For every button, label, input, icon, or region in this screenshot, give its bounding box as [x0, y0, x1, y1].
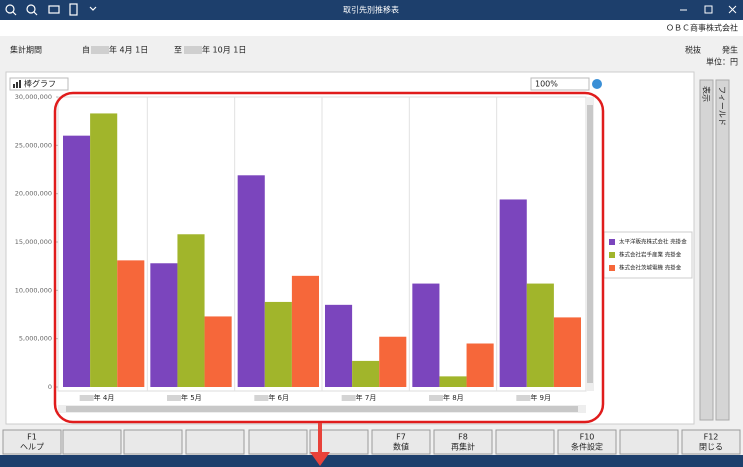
- blurred-year: [341, 395, 356, 401]
- y-tick-label: 20,000,000: [15, 190, 52, 198]
- window-title: 取引先別推移表: [343, 5, 399, 15]
- y-tick-label: 25,000,000: [15, 141, 52, 149]
- x-tick-label: 年 7月: [356, 393, 377, 402]
- blurred-year: [516, 395, 531, 401]
- chart-type-select[interactable]: [9, 77, 69, 91]
- period-label: 集計期間: [10, 45, 42, 55]
- x-tick-label: 年 8月: [443, 393, 464, 402]
- chart-type[interactable]: 棒グラフ: [24, 79, 56, 89]
- arrow-annotation: [310, 423, 330, 466]
- legend: [603, 231, 693, 279]
- fkey-label[interactable]: 閉じる: [699, 443, 723, 452]
- fkey-label[interactable]: 再集計: [451, 442, 475, 452]
- unit: 単位：円: [706, 57, 738, 67]
- bar: [291, 275, 319, 387]
- h-scroll-thumb[interactable]: [66, 406, 578, 412]
- fkey[interactable]: F1: [27, 433, 37, 442]
- fkey-button[interactable]: [2, 429, 62, 455]
- bar: [553, 317, 581, 387]
- x-tick-label: 年 6月: [268, 393, 289, 402]
- fkey-button[interactable]: [62, 429, 122, 455]
- side-tab[interactable]: [699, 79, 714, 421]
- legend-swatch: [609, 252, 615, 258]
- blurred-year: [167, 395, 181, 401]
- highlight-annotation: [53, 91, 605, 424]
- fkey-label[interactable]: ヘルプ: [20, 443, 44, 452]
- bar: [177, 234, 205, 387]
- side-tab-label[interactable]: 表示: [702, 86, 712, 102]
- bar: [204, 316, 232, 387]
- fkey[interactable]: F7: [396, 433, 406, 442]
- fkey[interactable]: F10: [580, 433, 595, 442]
- bar: [352, 360, 380, 387]
- company-name: ＯＢＣ商事株式会社: [666, 23, 738, 33]
- bar: [412, 283, 440, 387]
- period-to-prefix: 至: [174, 46, 182, 55]
- fkey-button[interactable]: [248, 429, 308, 455]
- basis: 発生: [722, 45, 738, 55]
- window-controls[interactable]: [680, 5, 737, 14]
- company-strip: [0, 20, 743, 36]
- x-tick-label: 年 5月: [181, 393, 202, 402]
- period-to: 年 10月 1日: [202, 45, 246, 55]
- fkey-button[interactable]: [433, 429, 493, 455]
- bar: [526, 283, 554, 387]
- blurred-year: [429, 395, 443, 401]
- side-tab[interactable]: [715, 79, 730, 421]
- zoom[interactable]: 100%: [535, 80, 558, 89]
- fkey[interactable]: F8: [458, 433, 468, 442]
- y-tick-label: 15,000,000: [15, 238, 52, 246]
- legend-label: 株式会社岩手産業 売掛金: [619, 251, 682, 259]
- side-tab-label[interactable]: フィールド: [718, 86, 727, 126]
- y-tick-label: 0: [48, 383, 52, 391]
- fkey-button[interactable]: [681, 429, 741, 455]
- bar: [264, 301, 292, 387]
- legend-label: 太平洋販売株式会社 売掛金: [619, 238, 687, 246]
- info-icon[interactable]: [592, 79, 602, 89]
- zoom-select[interactable]: [530, 77, 590, 91]
- bar: [150, 263, 178, 387]
- bar: [379, 336, 407, 387]
- bar: [439, 376, 467, 387]
- x-tick-label: 年 4月: [94, 393, 115, 402]
- fkey-button[interactable]: [371, 429, 431, 455]
- status-bar: [0, 455, 743, 467]
- bar: [117, 260, 145, 387]
- tax-mode: 税抜: [685, 45, 701, 55]
- legend-swatch: [609, 239, 615, 245]
- fkey-button[interactable]: [123, 429, 183, 455]
- blurred-year: [91, 46, 109, 54]
- chart-icon: [13, 80, 21, 88]
- fkey-button[interactable]: [495, 429, 555, 455]
- legend-swatch: [609, 265, 615, 271]
- bar: [63, 135, 91, 387]
- y-tick-label: 30,000,000: [15, 93, 52, 101]
- fkey[interactable]: F12: [704, 433, 719, 442]
- blurred-year: [79, 395, 94, 401]
- blurred-year: [254, 395, 269, 401]
- bar: [499, 199, 527, 387]
- bar: [325, 304, 353, 387]
- x-tick-label: 年 9月: [530, 393, 551, 402]
- blurred-year: [184, 46, 202, 54]
- y-tick-label: 5,000,000: [19, 335, 52, 343]
- bar: [90, 113, 118, 387]
- bar: [237, 175, 265, 387]
- period-from-prefix: 自: [82, 45, 90, 55]
- fkey-label[interactable]: 数値: [393, 442, 409, 452]
- fkey-label[interactable]: 条件設定: [571, 442, 603, 452]
- legend-label: 株式会社茨城電機 売掛金: [619, 264, 682, 272]
- bar: [466, 343, 494, 387]
- fkey-button[interactable]: [619, 429, 679, 455]
- y-tick-label: 10,000,000: [15, 286, 52, 294]
- toolbar-icons: [5, 3, 97, 16]
- v-scroll-thumb[interactable]: [587, 105, 593, 383]
- period-from: 年 4月 1日: [109, 45, 148, 55]
- fkey-button[interactable]: [185, 429, 245, 455]
- function-keys: F1 ヘルプ F7 数値 F8 再集計 F10 条件設定 F12 閉じる: [2, 429, 741, 455]
- fkey-button[interactable]: [557, 429, 617, 455]
- title-bar: [0, 0, 743, 20]
